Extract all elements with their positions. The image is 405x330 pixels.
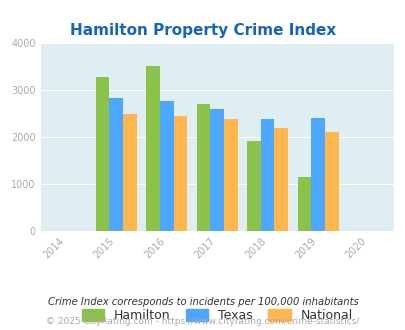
Text: Hamilton Property Crime Index: Hamilton Property Crime Index xyxy=(70,23,335,38)
Bar xyxy=(173,116,187,231)
Bar xyxy=(224,119,237,231)
Text: © 2025 CityRating.com - https://www.cityrating.com/crime-statistics/: © 2025 CityRating.com - https://www.city… xyxy=(46,317,359,326)
Bar xyxy=(109,98,123,231)
Legend: Hamilton, Texas, National: Hamilton, Texas, National xyxy=(81,309,352,322)
Bar xyxy=(297,177,311,231)
Bar xyxy=(260,119,274,231)
Text: Crime Index corresponds to incidents per 100,000 inhabitants: Crime Index corresponds to incidents per… xyxy=(47,297,358,307)
Bar xyxy=(274,128,288,231)
Bar xyxy=(160,101,173,231)
Bar xyxy=(210,109,224,231)
Bar xyxy=(123,114,136,231)
Bar xyxy=(247,141,260,231)
Bar xyxy=(96,77,109,231)
Bar xyxy=(311,118,324,231)
Bar xyxy=(324,132,338,231)
Bar xyxy=(146,66,160,231)
Bar xyxy=(196,104,210,231)
